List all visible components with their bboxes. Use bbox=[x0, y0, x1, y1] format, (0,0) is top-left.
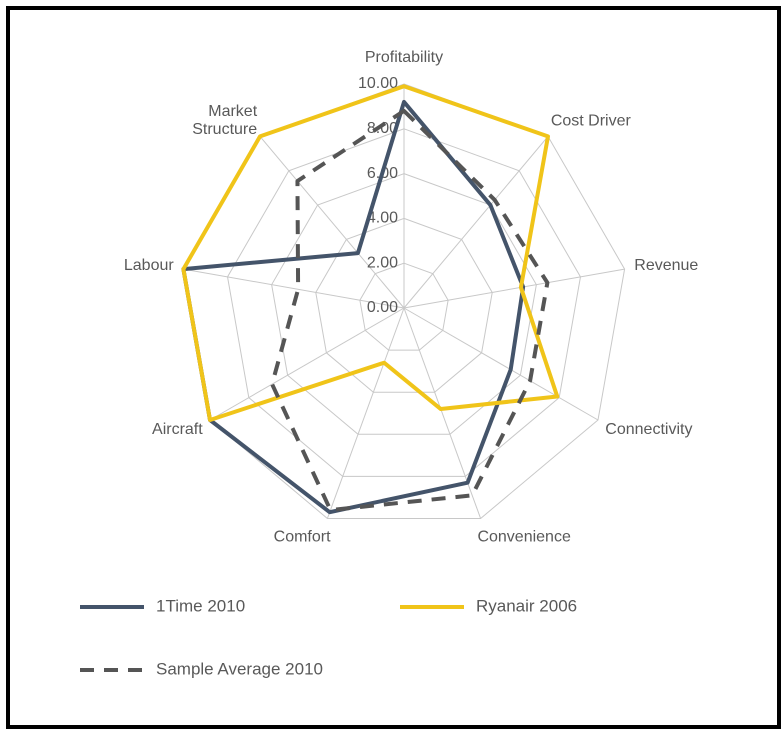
category-label-line: Market bbox=[208, 103, 257, 120]
spoke bbox=[403, 136, 549, 309]
spoke bbox=[403, 307, 599, 421]
series-line bbox=[181, 99, 526, 515]
grid-ring bbox=[359, 262, 449, 351]
spoke bbox=[326, 307, 405, 519]
category-label: Market Structure bbox=[192, 103, 257, 138]
r-tick-label: 0.00 bbox=[367, 299, 398, 316]
grid-ring bbox=[271, 173, 537, 435]
category-label: Convenience bbox=[477, 529, 570, 546]
legend-label: Ryanair 2006 bbox=[476, 596, 577, 615]
legend-label: 1Time 2010 bbox=[156, 596, 245, 615]
category-label: Connectivity bbox=[605, 421, 692, 438]
series-line bbox=[181, 84, 560, 422]
r-tick-label: 8.00 bbox=[367, 120, 398, 137]
category-label: Comfort bbox=[274, 529, 331, 546]
spoke bbox=[403, 268, 625, 309]
spoke bbox=[209, 307, 405, 421]
legend-label: Sample Average 2010 bbox=[156, 659, 323, 678]
r-tick-label: 10.00 bbox=[358, 75, 398, 92]
grid-ring bbox=[315, 217, 493, 393]
category-label: Revenue bbox=[634, 257, 698, 274]
category-label: Labour bbox=[124, 257, 174, 274]
category-label: Cost Driver bbox=[551, 112, 632, 129]
grid-ring bbox=[226, 128, 582, 477]
category-label: Aircraft bbox=[152, 421, 203, 438]
spoke bbox=[259, 136, 405, 309]
category-label-line: Structure bbox=[192, 121, 257, 138]
r-tick-label: 2.00 bbox=[367, 254, 398, 271]
series-line bbox=[270, 108, 550, 513]
category-label: Profitability bbox=[365, 49, 443, 66]
r-tick-label: 4.00 bbox=[367, 210, 398, 227]
spoke bbox=[183, 268, 405, 309]
